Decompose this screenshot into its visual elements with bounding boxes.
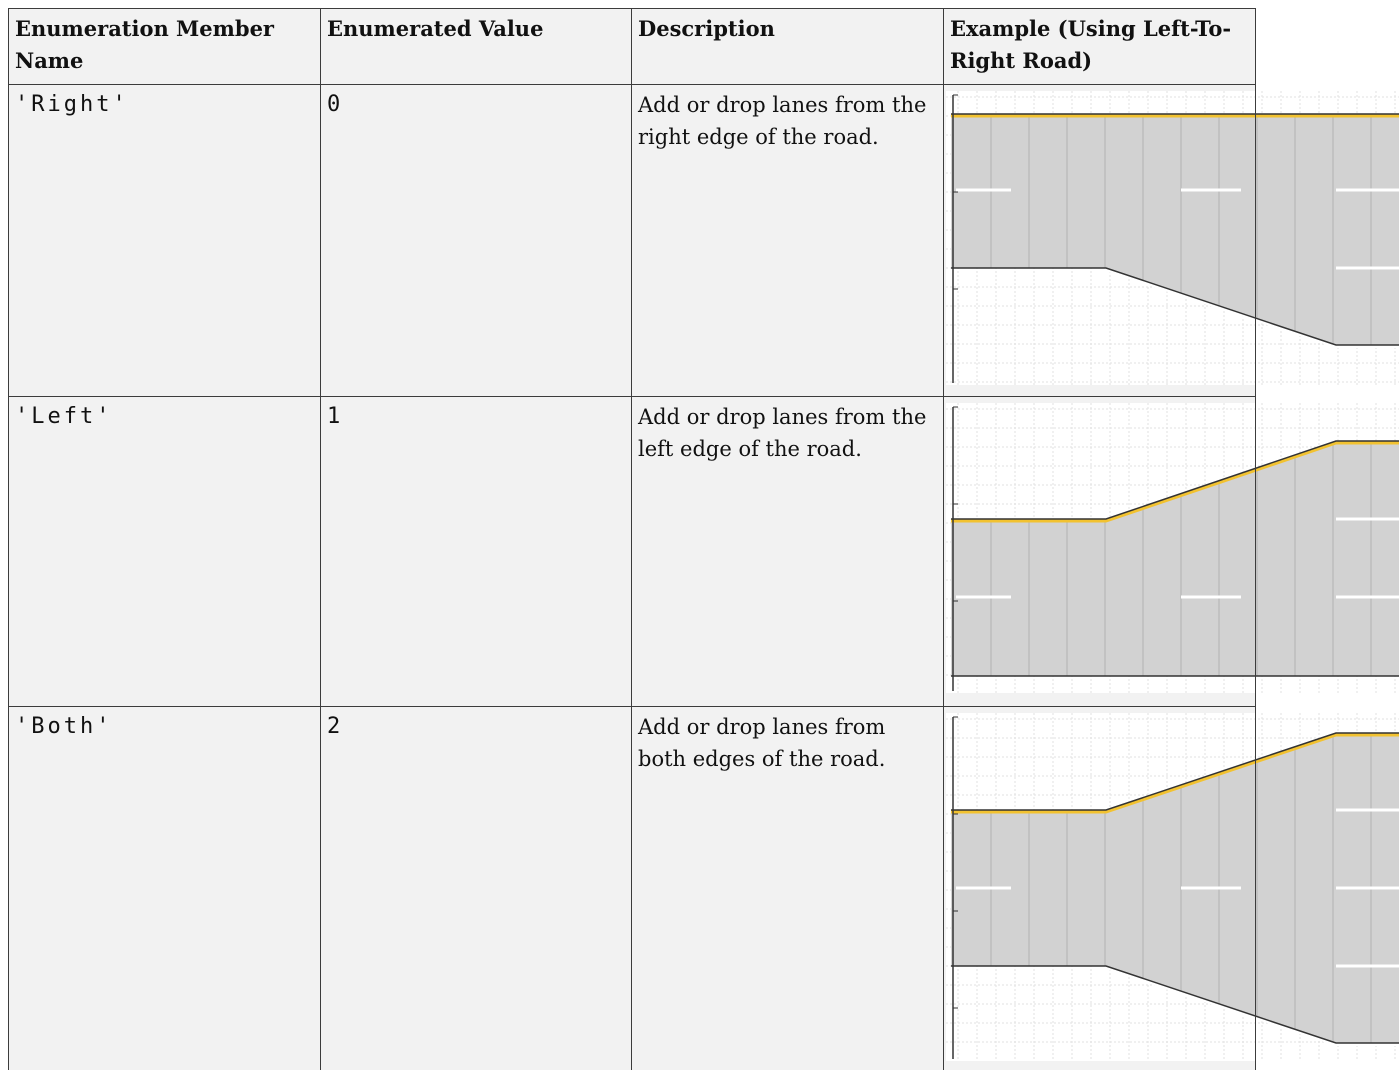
header-cell: Enumerated Value bbox=[320, 8, 632, 85]
road-edge bbox=[951, 732, 1399, 811]
road-edge-white bbox=[951, 967, 1399, 1046]
header-cell: Example (Using Left-To-Right Road) bbox=[943, 8, 1256, 85]
enum-table: Enumeration Member Name Enumerated Value… bbox=[8, 8, 1399, 1070]
road-edge-yellow bbox=[951, 733, 1399, 814]
description: Add or drop lanes from the left edge of … bbox=[631, 396, 944, 707]
road-image bbox=[946, 713, 1399, 1061]
road-surface bbox=[951, 114, 1399, 345]
example-cell bbox=[943, 706, 1399, 1070]
enum-value: 2 bbox=[320, 706, 632, 1070]
road-edge bbox=[951, 267, 1399, 346]
road-edge-white bbox=[951, 269, 1399, 348]
road-edge bbox=[951, 440, 1399, 520]
row: 'Right' 0 Add or drop lanes from the rig… bbox=[8, 84, 1399, 397]
road-surface bbox=[951, 441, 1399, 676]
example-cell bbox=[943, 396, 1399, 707]
road-image bbox=[946, 91, 1399, 385]
enum-value: 0 bbox=[320, 84, 632, 397]
member-name: 'Left' bbox=[8, 396, 321, 707]
header-row: Enumeration Member Name Enumerated Value… bbox=[8, 8, 1256, 85]
example-cell bbox=[943, 84, 1399, 397]
road-edge bbox=[951, 965, 1399, 1044]
row: 'Both' 2 Add or drop lanes from both edg… bbox=[8, 706, 1399, 1070]
table-border bbox=[1255, 8, 1256, 1070]
row: 'Left' 1 Add or drop lanes from the left… bbox=[8, 396, 1399, 707]
description: Add or drop lanes from the right edge of… bbox=[631, 84, 944, 397]
road-image bbox=[946, 403, 1399, 693]
road-edge-yellow bbox=[951, 441, 1399, 523]
description: Add or drop lanes from both edges of the… bbox=[631, 706, 944, 1070]
enum-value: 1 bbox=[320, 396, 632, 707]
header-cell: Description bbox=[631, 8, 944, 85]
header-cell: Enumeration Member Name bbox=[8, 8, 321, 85]
member-name: 'Both' bbox=[8, 706, 321, 1070]
member-name: 'Right' bbox=[8, 84, 321, 397]
